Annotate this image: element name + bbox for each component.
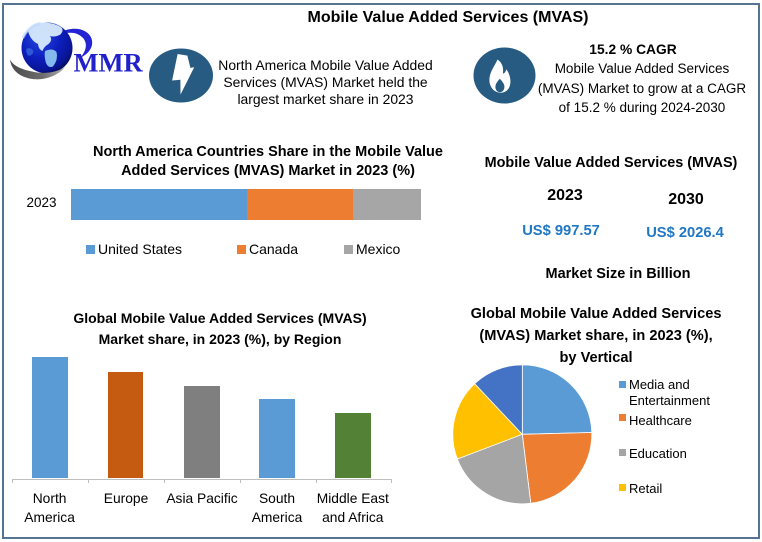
svg-text:MMR: MMR xyxy=(74,47,144,77)
